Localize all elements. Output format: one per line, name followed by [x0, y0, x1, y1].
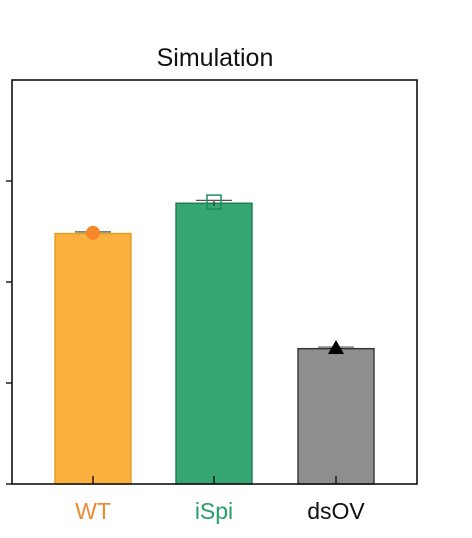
- bar-dsov: [297, 347, 375, 485]
- marker-dsov: [328, 340, 344, 355]
- x-tick-label-dsov: dsOV: [307, 498, 365, 524]
- bars-layer: [54, 202, 375, 485]
- x-ticks: [92, 476, 337, 484]
- x-tick-labels: WT iSpi dsOV: [75, 498, 365, 524]
- x-tick-label-ispi: iSpi: [195, 498, 233, 524]
- markers-layer: [75, 194, 354, 355]
- marker-wt: [86, 225, 100, 240]
- chart-title: Simulation: [157, 44, 274, 72]
- marker-ispi: [206, 194, 222, 210]
- bar-ispi: [175, 202, 253, 485]
- y-ticks: [6, 180, 12, 485]
- x-tick-label-wt: WT: [75, 498, 111, 524]
- bar-wt: [54, 232, 132, 485]
